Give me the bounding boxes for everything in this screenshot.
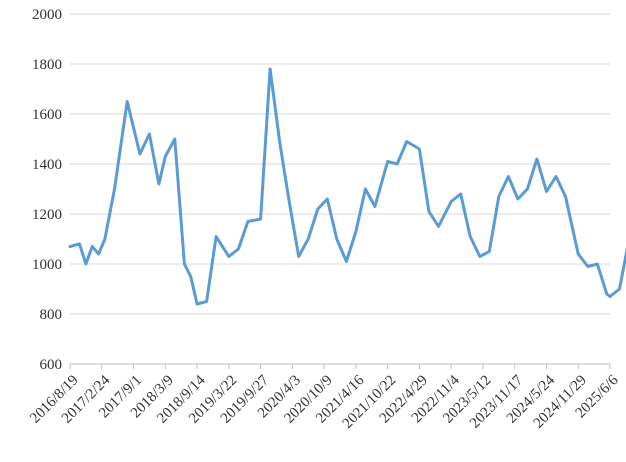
y-tick-label: 2000 [32,7,62,23]
y-tick-label: 800 [40,307,63,323]
x-axis: 2016/8/192017/2/242017/9/12018/3/92018/9… [27,364,622,432]
series-line-segment-1 [68,67,612,306]
series-layer [68,67,626,306]
gridlines [70,13,610,365]
y-tick-label: 1600 [32,107,62,123]
y-tick-label: 1400 [32,157,62,173]
y-tick-label: 1200 [32,207,62,223]
y-tick-label: 1000 [32,257,62,273]
y-tick-label: 600 [40,357,63,373]
series-line-segment-2 [608,247,626,298]
y-axis: 600 800 1000 1200 1400 1600 1800 2000 [32,7,62,373]
y-tick-label: 1800 [32,57,62,73]
